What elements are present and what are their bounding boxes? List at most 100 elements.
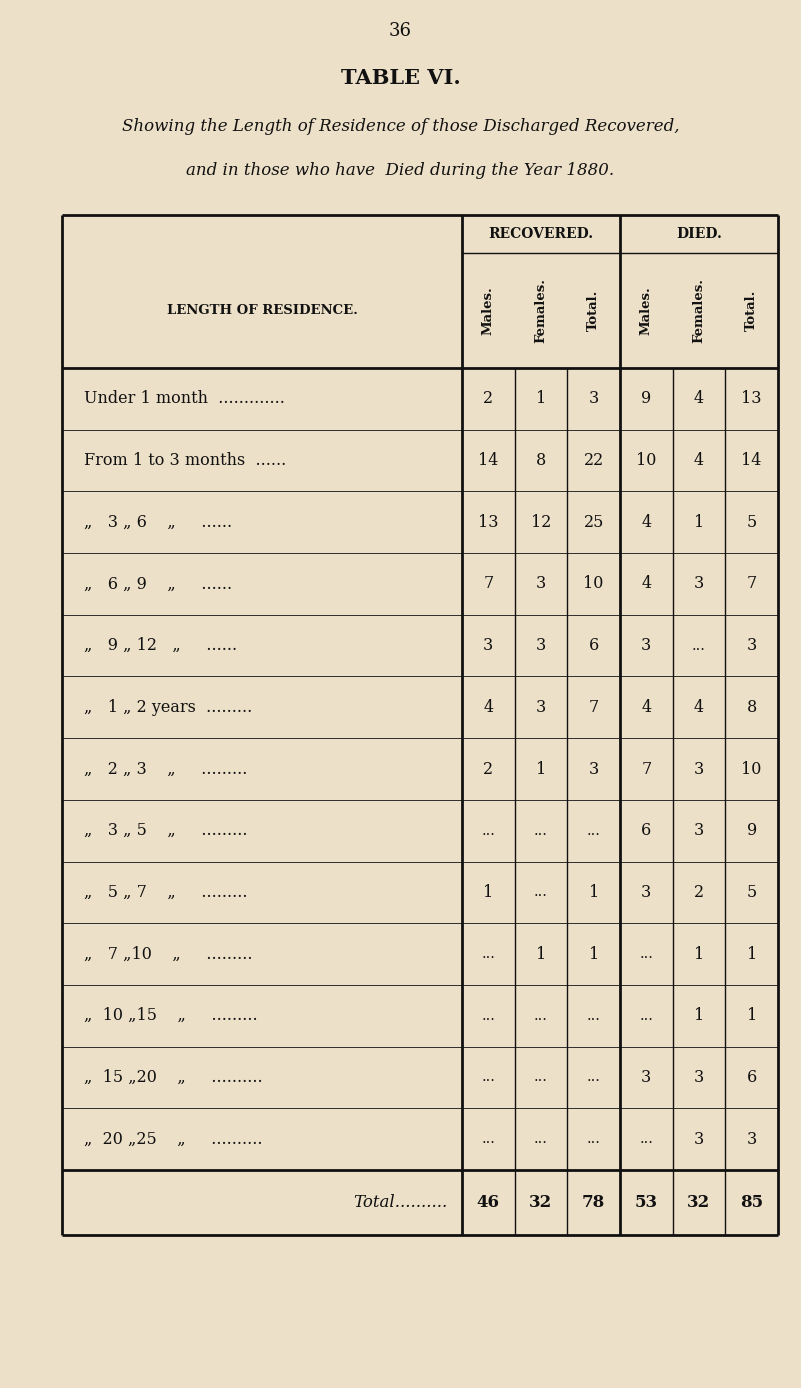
Text: 5: 5	[747, 514, 757, 530]
Text: 4: 4	[642, 576, 651, 593]
Text: 25: 25	[583, 514, 604, 530]
Text: ...: ...	[586, 1009, 601, 1023]
Text: 3: 3	[694, 576, 704, 593]
Text: LENGTH OF RESIDENCE.: LENGTH OF RESIDENCE.	[167, 304, 357, 316]
Text: 53: 53	[634, 1194, 658, 1210]
Text: „   3 „ 5    „     .........: „ 3 „ 5 „ .........	[84, 822, 248, 840]
Text: ...: ...	[692, 638, 706, 652]
Text: „  15 „20    „     ..........: „ 15 „20 „ ..........	[84, 1069, 263, 1085]
Text: 3: 3	[747, 637, 757, 654]
Text: „   2 „ 3    „     .........: „ 2 „ 3 „ .........	[84, 761, 248, 777]
Text: 1: 1	[747, 945, 757, 962]
Text: 32: 32	[687, 1194, 710, 1210]
Text: Total.: Total.	[745, 290, 759, 332]
Text: 1: 1	[589, 884, 599, 901]
Text: 4: 4	[642, 514, 651, 530]
Text: RECOVERED.: RECOVERED.	[489, 228, 594, 242]
Text: Total.: Total.	[587, 290, 600, 332]
Text: Males.: Males.	[640, 286, 653, 335]
Text: 3: 3	[694, 1131, 704, 1148]
Text: 1: 1	[589, 945, 599, 962]
Text: 7: 7	[589, 698, 599, 716]
Text: 1: 1	[536, 945, 546, 962]
Text: 2: 2	[483, 761, 493, 777]
Text: „   5 „ 7    „     .........: „ 5 „ 7 „ .........	[84, 884, 248, 901]
Text: ...: ...	[639, 1133, 654, 1146]
Text: 7: 7	[642, 761, 651, 777]
Text: 4: 4	[694, 390, 704, 407]
Text: 7: 7	[747, 576, 757, 593]
Text: and in those who have  Died during the Year 1880.: and in those who have Died during the Ye…	[187, 162, 614, 179]
Text: 9: 9	[642, 390, 651, 407]
Text: 1: 1	[536, 761, 546, 777]
Text: ...: ...	[534, 886, 548, 899]
Text: 3: 3	[642, 637, 651, 654]
Text: 6: 6	[589, 637, 599, 654]
Text: 10: 10	[636, 452, 657, 469]
Text: 1: 1	[483, 884, 493, 901]
Text: DIED.: DIED.	[676, 228, 722, 242]
Text: 2: 2	[483, 390, 493, 407]
Text: „   7 „10    „     .........: „ 7 „10 „ .........	[84, 945, 252, 962]
Text: ...: ...	[534, 1133, 548, 1146]
Text: 78: 78	[582, 1194, 606, 1210]
Text: 3: 3	[694, 822, 704, 840]
Text: 22: 22	[584, 452, 604, 469]
Text: 6: 6	[747, 1069, 757, 1085]
Text: ...: ...	[481, 823, 495, 838]
Text: ...: ...	[534, 1009, 548, 1023]
Text: 36: 36	[389, 22, 412, 40]
Text: 1: 1	[536, 390, 546, 407]
Text: „  20 „25    „     ..........: „ 20 „25 „ ..........	[84, 1131, 263, 1148]
Text: „   3 „ 6    „     ......: „ 3 „ 6 „ ......	[84, 514, 232, 530]
Text: 14: 14	[742, 452, 762, 469]
Text: 3: 3	[536, 576, 546, 593]
Text: 4: 4	[642, 698, 651, 716]
Text: 3: 3	[642, 884, 651, 901]
Text: Females.: Females.	[534, 278, 548, 343]
Text: 46: 46	[477, 1194, 500, 1210]
Text: 3: 3	[694, 1069, 704, 1085]
Text: 3: 3	[642, 1069, 651, 1085]
Text: 10: 10	[742, 761, 762, 777]
Text: ...: ...	[534, 823, 548, 838]
Text: 1: 1	[694, 945, 704, 962]
Text: TABLE VI.: TABLE VI.	[340, 68, 461, 87]
Text: 14: 14	[478, 452, 498, 469]
Text: ...: ...	[481, 1009, 495, 1023]
Text: 3: 3	[536, 637, 546, 654]
Text: 4: 4	[694, 698, 704, 716]
Text: 4: 4	[483, 698, 493, 716]
Text: 13: 13	[478, 514, 498, 530]
Text: ...: ...	[534, 1070, 548, 1084]
Text: „   9 „ 12   „     ......: „ 9 „ 12 „ ......	[84, 637, 237, 654]
Text: ...: ...	[481, 947, 495, 960]
Text: 1: 1	[694, 1008, 704, 1024]
Text: 8: 8	[536, 452, 546, 469]
Text: 32: 32	[529, 1194, 553, 1210]
Text: 3: 3	[747, 1131, 757, 1148]
Text: ...: ...	[639, 947, 654, 960]
Text: „  10 „15    „     .........: „ 10 „15 „ .........	[84, 1008, 258, 1024]
Text: From 1 to 3 months  ......: From 1 to 3 months ......	[84, 452, 286, 469]
Text: ...: ...	[586, 1070, 601, 1084]
Text: ...: ...	[586, 823, 601, 838]
Text: 85: 85	[740, 1194, 763, 1210]
Text: ...: ...	[639, 1009, 654, 1023]
Text: Females.: Females.	[693, 278, 706, 343]
Text: ...: ...	[481, 1133, 495, 1146]
Text: Males.: Males.	[482, 286, 495, 335]
Text: 4: 4	[694, 452, 704, 469]
Text: „   6 „ 9    „     ......: „ 6 „ 9 „ ......	[84, 576, 232, 593]
Text: 3: 3	[589, 390, 599, 407]
Text: 13: 13	[742, 390, 762, 407]
Text: 2: 2	[694, 884, 704, 901]
Text: 3: 3	[694, 761, 704, 777]
Text: 7: 7	[483, 576, 493, 593]
Text: 9: 9	[747, 822, 757, 840]
Text: 5: 5	[747, 884, 757, 901]
Text: ...: ...	[586, 1133, 601, 1146]
Text: 1: 1	[694, 514, 704, 530]
Text: 3: 3	[536, 698, 546, 716]
Text: 3: 3	[483, 637, 493, 654]
